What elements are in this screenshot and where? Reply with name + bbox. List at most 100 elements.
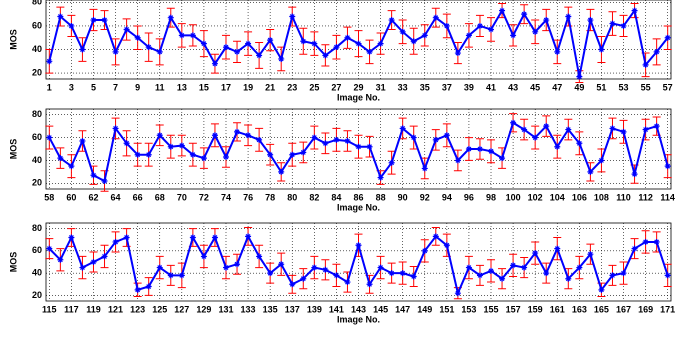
data-point [300, 275, 307, 282]
data-point [123, 26, 130, 33]
x-tick-label: 155 [483, 304, 498, 314]
y-tick-label: 60 [32, 20, 42, 30]
data-point [476, 22, 483, 29]
data-point [256, 253, 263, 260]
data-point [68, 163, 75, 170]
data-point [510, 262, 517, 269]
data-point [488, 26, 495, 33]
x-tick-label: 143 [351, 304, 366, 314]
x-tick-label: 96 [464, 192, 474, 202]
x-tick-label: 157 [506, 304, 521, 314]
data-point [322, 140, 329, 147]
data-point [499, 275, 506, 282]
x-tick-label: 5 [91, 82, 96, 92]
x-tick-label: 133 [241, 304, 256, 314]
plot-frame [45, 0, 672, 80]
data-point [421, 165, 428, 172]
data-point [211, 132, 218, 139]
data-point [532, 134, 539, 141]
data-point [101, 253, 108, 260]
data-point [68, 22, 75, 29]
data-point [565, 275, 572, 282]
data-point [311, 40, 318, 47]
data-point [289, 281, 296, 288]
x-tick-label: 127 [174, 304, 189, 314]
x-tick-label: 82 [309, 192, 319, 202]
data-point [189, 234, 196, 241]
data-point [311, 264, 318, 271]
data-point [465, 32, 472, 39]
data-point [79, 138, 86, 144]
data-point [620, 270, 627, 277]
data-point [587, 17, 594, 24]
x-tick-label: 125 [152, 304, 167, 314]
data-point [532, 250, 539, 257]
x-axis-label: Image No. [337, 92, 380, 102]
y-tick-label: 80 [32, 223, 42, 233]
x-tick-label: 90 [398, 192, 408, 202]
data-point [609, 125, 616, 132]
data-point [653, 123, 660, 130]
data-point [454, 157, 461, 164]
data-point [355, 242, 362, 249]
x-tick-label: 33 [398, 82, 408, 92]
data-point [134, 151, 141, 158]
x-tick-label: 15 [199, 82, 209, 92]
data-point [366, 143, 373, 150]
data-point [499, 7, 506, 14]
x-tick-label: 19 [243, 82, 253, 92]
x-tick-label: 139 [307, 304, 322, 314]
x-axis-label: Image No. [337, 202, 380, 212]
data-point [521, 126, 528, 133]
x-tick-label: 25 [309, 82, 319, 92]
x-tick-label: 3 [69, 82, 74, 92]
x-tick-label: 60 [66, 192, 76, 202]
x-tick-label: 9 [135, 82, 140, 92]
x-tick-label: 149 [417, 304, 432, 314]
data-point [167, 143, 174, 150]
data-point [576, 140, 583, 147]
x-tick-label: 102 [528, 192, 543, 202]
data-point [488, 267, 495, 274]
data-point [145, 283, 152, 290]
data-point [333, 136, 340, 143]
x-tick-label: 58 [44, 192, 54, 202]
x-tick-label: 80 [287, 192, 297, 202]
data-point [620, 22, 627, 29]
data-point [488, 148, 495, 155]
x-tick-label: 49 [574, 82, 584, 92]
data-point [123, 234, 130, 241]
data-point [476, 146, 483, 152]
x-tick-label: 108 [594, 192, 609, 202]
data-point [222, 44, 229, 51]
x-tick-label: 159 [528, 304, 543, 314]
data-point [620, 128, 627, 135]
data-point [543, 270, 550, 277]
x-tick-label: 55 [641, 82, 651, 92]
x-tick-label: 78 [265, 192, 275, 202]
data-point [189, 151, 196, 158]
data-point [267, 151, 274, 158]
x-tick-label: 153 [461, 304, 476, 314]
data-point [300, 149, 307, 156]
data-point [245, 132, 252, 139]
x-tick-label: 119 [86, 304, 101, 314]
data-point [410, 273, 417, 280]
data-point [388, 17, 395, 24]
x-tick-label: 114 [660, 192, 675, 202]
y-tick-label: 40 [32, 44, 42, 54]
data-point [101, 178, 108, 184]
data-point [300, 38, 307, 45]
y-tick-label: 20 [32, 290, 42, 300]
data-point [256, 52, 263, 59]
data-point [167, 14, 174, 21]
data-point [443, 242, 450, 249]
data-point [521, 264, 528, 271]
data-point [112, 125, 119, 132]
data-point [245, 40, 252, 47]
data-point [366, 281, 373, 288]
x-tick-label: 68 [155, 192, 165, 202]
data-point [200, 40, 207, 47]
data-point [532, 28, 539, 35]
data-point [399, 270, 406, 277]
